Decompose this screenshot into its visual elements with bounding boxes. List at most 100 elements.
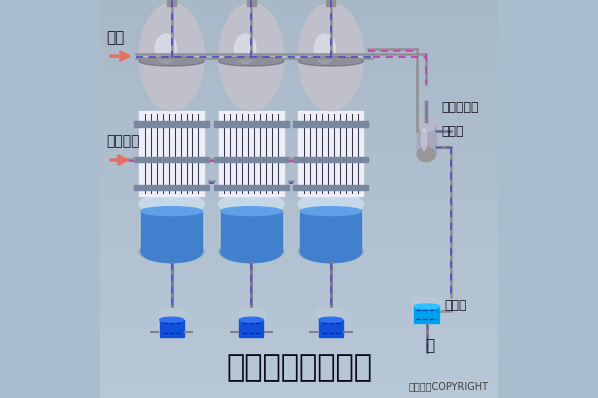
Ellipse shape	[300, 240, 361, 263]
Bar	[219, 111, 284, 196]
Bar	[100, 239, 498, 249]
Bar	[100, 50, 498, 60]
Text: 东方仿真COPYRIGHT: 东方仿真COPYRIGHT	[408, 381, 488, 391]
Ellipse shape	[300, 207, 361, 216]
Ellipse shape	[155, 34, 176, 64]
Bar	[100, 90, 498, 100]
Ellipse shape	[141, 240, 202, 263]
Ellipse shape	[160, 317, 184, 322]
Ellipse shape	[298, 193, 364, 215]
Bar	[100, 70, 498, 80]
Ellipse shape	[139, 57, 205, 66]
Bar	[100, 318, 498, 328]
Ellipse shape	[235, 34, 256, 64]
Bar	[100, 179, 498, 189]
Ellipse shape	[414, 304, 440, 309]
Ellipse shape	[141, 207, 202, 216]
Ellipse shape	[319, 317, 343, 322]
Bar	[100, 40, 498, 50]
Bar	[214, 121, 289, 127]
Bar	[100, 159, 498, 169]
Ellipse shape	[139, 193, 205, 215]
Bar	[100, 100, 498, 109]
Ellipse shape	[417, 117, 435, 131]
Ellipse shape	[221, 240, 282, 263]
Bar	[238, 308, 265, 338]
Ellipse shape	[417, 147, 435, 162]
Bar	[100, 80, 498, 90]
Bar	[100, 229, 498, 239]
Ellipse shape	[298, 57, 364, 66]
Bar	[413, 297, 441, 324]
Bar	[100, 149, 498, 159]
Bar	[134, 157, 209, 162]
Bar	[139, 111, 205, 196]
Bar	[100, 199, 498, 209]
Bar	[221, 211, 282, 252]
Bar	[100, 378, 498, 388]
Ellipse shape	[239, 317, 263, 322]
Bar	[294, 185, 368, 190]
Text: 不凝性气体: 不凝性气体	[441, 101, 479, 115]
Bar	[214, 185, 289, 190]
Text: 料液: 料液	[106, 31, 124, 46]
Ellipse shape	[139, 240, 205, 263]
Bar	[100, 139, 498, 149]
Bar	[100, 348, 498, 358]
Ellipse shape	[139, 3, 205, 111]
Bar	[100, 219, 498, 229]
Bar	[134, 121, 209, 127]
Bar	[100, 129, 498, 139]
Bar	[100, 269, 498, 279]
Bar	[417, 124, 435, 154]
Bar	[100, 169, 498, 179]
Bar	[100, 189, 498, 199]
Bar	[158, 308, 185, 338]
Bar	[100, 109, 498, 119]
Text: 集水池: 集水池	[444, 299, 467, 312]
Bar	[100, 279, 498, 289]
Ellipse shape	[422, 128, 426, 150]
Bar	[100, 249, 498, 259]
Bar	[247, 0, 255, 6]
Bar	[100, 60, 498, 70]
Bar	[327, 0, 335, 6]
Bar	[100, 259, 498, 269]
Bar	[214, 157, 289, 162]
Bar	[100, 30, 498, 40]
Bar	[139, 204, 205, 252]
Text: 水: 水	[425, 338, 434, 353]
Bar	[100, 338, 498, 348]
Bar	[141, 211, 202, 252]
Ellipse shape	[315, 34, 335, 64]
Ellipse shape	[219, 3, 284, 111]
Bar	[298, 204, 364, 252]
Bar	[160, 320, 184, 337]
Text: 加热蒸汽: 加热蒸汽	[106, 134, 139, 148]
Ellipse shape	[221, 207, 282, 216]
Bar	[219, 204, 284, 252]
Bar	[100, 289, 498, 298]
Bar	[167, 0, 176, 6]
Bar	[318, 308, 344, 338]
Bar	[134, 185, 209, 190]
Bar	[100, 0, 498, 10]
Text: 平流加料蒸发流程: 平流加料蒸发流程	[226, 354, 372, 382]
Bar	[294, 157, 368, 162]
Bar	[100, 388, 498, 398]
Ellipse shape	[219, 240, 284, 263]
Ellipse shape	[298, 240, 364, 263]
Bar	[100, 20, 498, 30]
Ellipse shape	[298, 3, 364, 111]
Bar	[414, 306, 440, 323]
Text: 冷却水: 冷却水	[441, 125, 464, 139]
Bar	[100, 298, 498, 308]
Bar	[239, 320, 263, 337]
Bar	[300, 211, 361, 252]
Bar	[100, 308, 498, 318]
Bar	[100, 358, 498, 368]
Bar	[298, 111, 364, 196]
Bar	[100, 119, 498, 129]
Bar	[294, 121, 368, 127]
Bar	[319, 320, 343, 337]
